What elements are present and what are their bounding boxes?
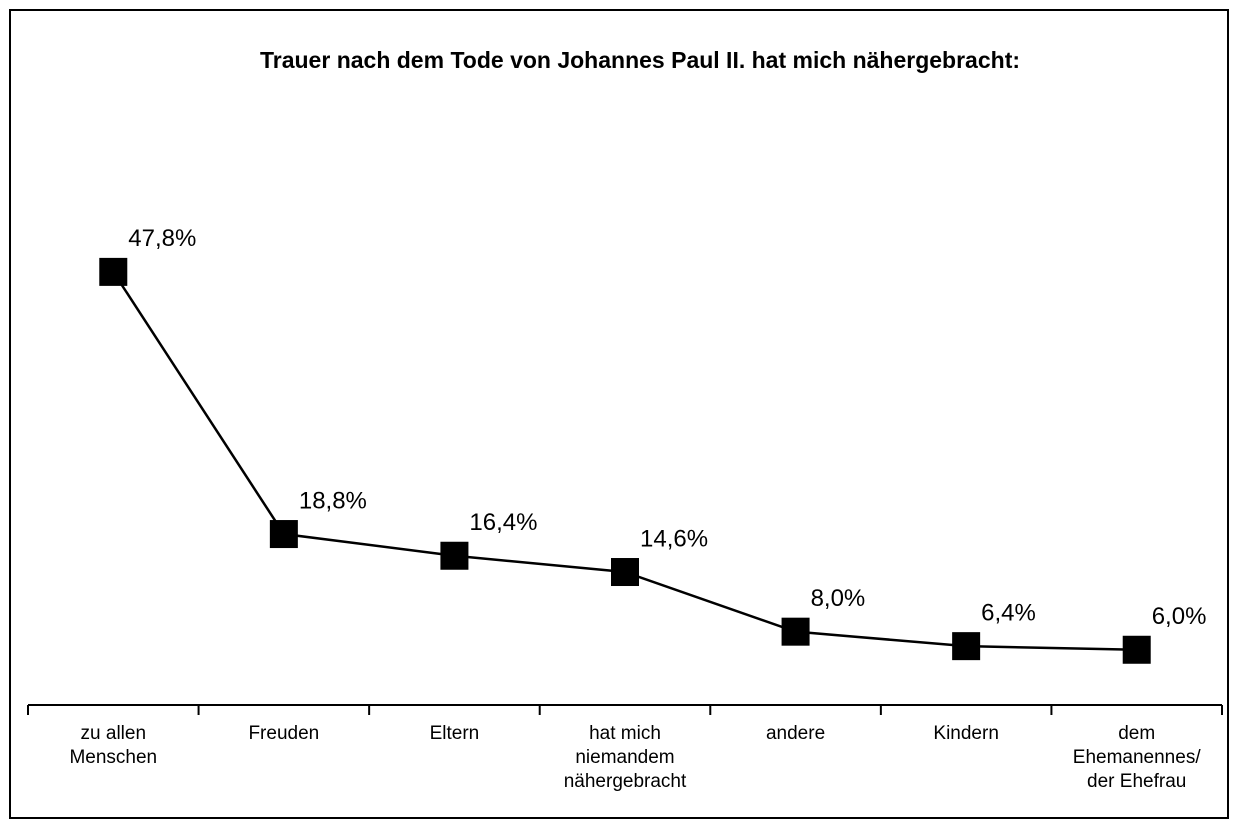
x-tick-label: Kindern bbox=[933, 723, 999, 744]
point bbox=[440, 541, 469, 570]
x-tick-label: Freuden bbox=[248, 723, 320, 744]
data-label: 14,6% bbox=[640, 525, 708, 552]
point bbox=[781, 617, 810, 646]
x-tick-label: hat mich niemandem nähergebracht bbox=[563, 723, 687, 792]
point bbox=[1122, 635, 1151, 664]
data-label: 6,4% bbox=[981, 599, 1036, 626]
frame bbox=[9, 9, 1229, 819]
x-tick-label: Eltern bbox=[429, 723, 480, 744]
x-tick-label: zu allen Menschen bbox=[69, 723, 158, 768]
point bbox=[952, 632, 981, 661]
data-label: 8,0% bbox=[811, 585, 866, 612]
data-label: 47,8% bbox=[128, 225, 196, 252]
data-label: 16,4% bbox=[469, 509, 537, 536]
point bbox=[611, 558, 639, 587]
data-label: 18,8% bbox=[299, 487, 367, 514]
chart-title: Trauer nach dem Tode von Johannes Paul I… bbox=[260, 47, 1020, 73]
data-label: 6,0% bbox=[1152, 603, 1207, 630]
line bbox=[112, 271, 1137, 652]
x-tick-label: dem Ehemanennes/ der Ehefrau bbox=[1072, 723, 1201, 792]
point bbox=[99, 257, 128, 286]
point bbox=[269, 520, 298, 549]
x-tick-label: andere bbox=[765, 723, 826, 744]
